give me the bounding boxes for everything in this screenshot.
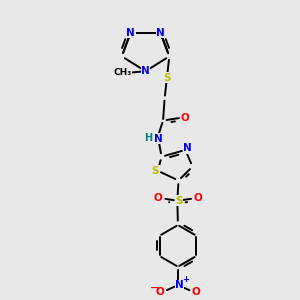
Text: N: N [154, 134, 163, 144]
Text: O: O [192, 287, 201, 297]
Text: N: N [156, 28, 165, 38]
Text: O: O [181, 112, 190, 122]
Text: O: O [194, 193, 203, 203]
Text: CH₃: CH₃ [113, 68, 132, 77]
Text: O: O [156, 287, 164, 297]
Text: H: H [144, 133, 152, 143]
Text: S: S [175, 196, 183, 206]
Text: S: S [163, 73, 171, 83]
Text: O: O [154, 193, 163, 203]
Text: +: + [182, 275, 189, 284]
Text: N: N [175, 280, 184, 290]
Text: −: − [149, 283, 159, 293]
Text: S: S [152, 166, 159, 176]
Text: N: N [141, 66, 150, 76]
Text: N: N [183, 143, 192, 153]
Text: N: N [126, 28, 135, 38]
